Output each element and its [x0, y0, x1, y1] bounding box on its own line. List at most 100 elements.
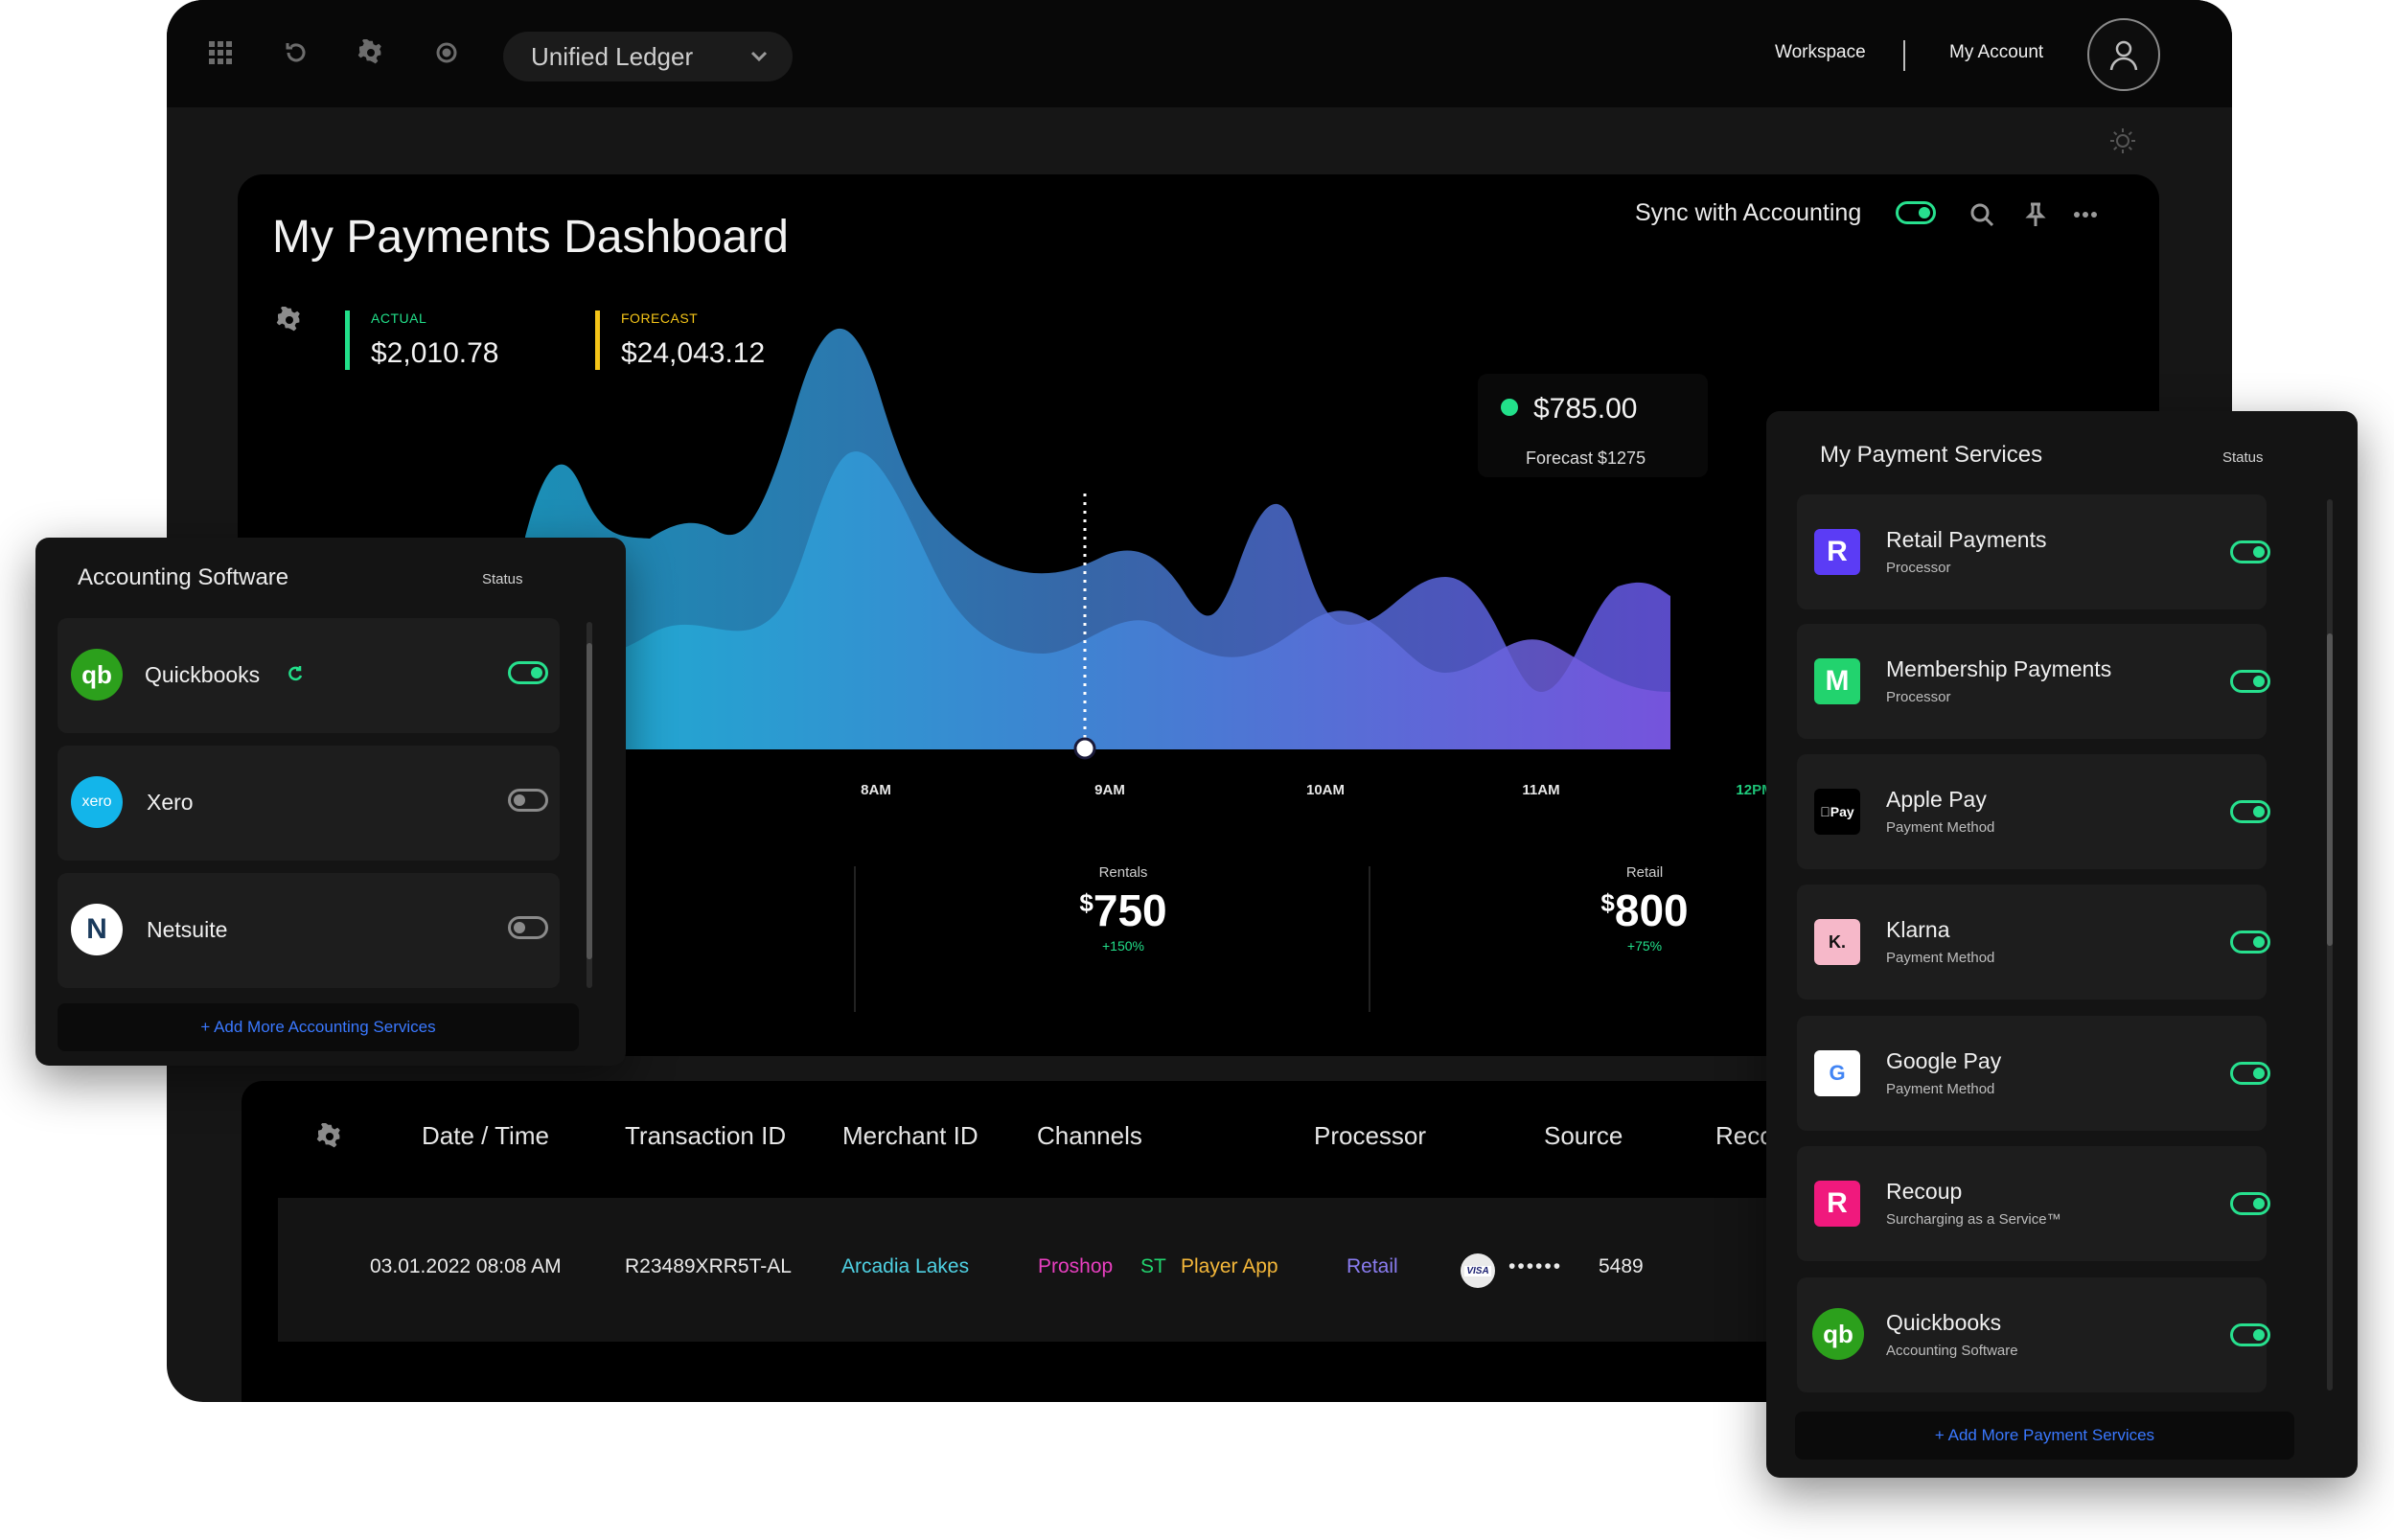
add-payment-services-button[interactable]: + Add More Payment Services [1795, 1412, 2294, 1460]
accounting-status-header: Status [482, 571, 523, 587]
payment-item-google-pay[interactable]: G Google Pay Payment Method [1797, 1016, 2270, 1131]
column-header[interactable]: Merchant ID [842, 1121, 978, 1150]
column-header[interactable]: Date / Time [422, 1121, 549, 1150]
channel-tag: Proshop [1038, 1255, 1114, 1277]
membership-payments-logo-icon: M [1814, 658, 1860, 704]
search-icon[interactable] [1968, 201, 1997, 230]
sync-accounting-label: Sync with Accounting [1635, 199, 1862, 226]
payment-item-quickbooks[interactable]: qb Quickbooks Accounting Software [1797, 1277, 2270, 1392]
stat-value: $800 [1600, 885, 1689, 935]
quickbooks-status-toggle[interactable] [508, 661, 548, 684]
quickbooks-logo-icon: qb [1812, 1308, 1864, 1360]
channel-tag: ST [1140, 1255, 1166, 1277]
pin-icon[interactable] [2022, 201, 2051, 230]
column-header[interactable]: Transaction ID [625, 1121, 787, 1150]
tooltip-forecast: Forecast $1275 [1526, 448, 1646, 468]
column-header[interactable]: Channels [1037, 1121, 1142, 1150]
chart-settings-gear-icon[interactable] [276, 305, 305, 335]
cell-processor: Retail [1347, 1255, 1398, 1277]
accounting-scrollbar-thumb[interactable] [587, 643, 592, 959]
payment-item-membership-payments[interactable]: M Membership Payments Processor [1797, 624, 2270, 739]
apple-pay-toggle[interactable] [2230, 800, 2270, 823]
workspace-selector[interactable]: Unified Ledger [503, 32, 793, 81]
column-header[interactable]: Processor [1314, 1121, 1427, 1150]
membership-payments-toggle[interactable] [2230, 670, 2270, 693]
forecast-metric-value: $24,043.12 [621, 337, 766, 369]
visa-card-icon: VISA [1461, 1253, 1495, 1288]
settings-gear-icon[interactable] [357, 38, 385, 67]
netsuite-status-toggle[interactable] [508, 916, 548, 939]
payment-item-apple-pay[interactable]: Pay Apple Pay Payment Method [1797, 754, 2270, 869]
stat-divider [854, 866, 856, 1012]
payment-item-type: Processor [1886, 689, 1951, 705]
theme-toggle-sun-icon[interactable] [2108, 126, 2137, 155]
payment-item-retail-payments[interactable]: R Retail Payments Processor [1797, 494, 2270, 609]
accounting-item-netsuite[interactable]: N Netsuite [58, 873, 560, 988]
nav-workspace-link[interactable]: Workspace [1775, 42, 1866, 62]
klarna-toggle[interactable] [2230, 931, 2270, 954]
payment-item-name: Recoup [1886, 1179, 1963, 1204]
payment-services-panel: My Payment Services Status R Retail Paym… [1766, 411, 2358, 1478]
retail-payments-toggle[interactable] [2230, 540, 2270, 563]
actual-metric-label: ACTUAL [371, 310, 427, 326]
google-pay-logo-icon: G [1814, 1050, 1860, 1096]
payment-item-type: Processor [1886, 560, 1951, 576]
chevron-down-icon [747, 43, 771, 68]
history-icon[interactable] [282, 38, 311, 67]
payment-item-name: Klarna [1886, 917, 1950, 942]
card-mask: •••••• [1508, 1255, 1563, 1277]
stat-name: Retail [1625, 864, 1664, 881]
cell-datetime: 03.01.2022 08:08 AM [370, 1255, 562, 1277]
time-axis-label: 11AM [1522, 782, 1560, 798]
stat-change: +75% [1626, 938, 1663, 954]
column-header[interactable]: Source [1544, 1121, 1623, 1150]
klarna-logo-icon: K. [1814, 919, 1860, 965]
xero-logo-icon: xero [71, 776, 123, 828]
payment-panel-title: My Payment Services [1820, 442, 2043, 468]
cell-transaction-id: R23489XRR5T-AL [625, 1255, 792, 1277]
cell-merchant-id[interactable]: Arcadia Lakes [841, 1255, 970, 1277]
payment-item-type: Surcharging as a Service™ [1886, 1211, 2061, 1228]
add-accounting-services-button[interactable]: + Add More Accounting Services [58, 1003, 579, 1051]
sync-accounting-toggle[interactable] [1896, 201, 1936, 224]
target-icon[interactable] [432, 38, 461, 67]
time-axis-label: 10AM [1305, 782, 1346, 798]
payment-item-name: Quickbooks [1886, 1310, 2002, 1335]
payment-item-type: Payment Method [1886, 950, 1995, 966]
time-axis-label: 8AM [861, 782, 891, 798]
forecast-metric: FORECAST $24,043.12 [595, 310, 765, 370]
accounting-item-quickbooks[interactable]: qb Quickbooks [58, 618, 560, 733]
accounting-item-xero[interactable]: xero Xero [58, 746, 560, 861]
google-pay-toggle[interactable] [2230, 1062, 2270, 1085]
accounting-software-panel: Accounting Software Status qb Quickbooks… [35, 538, 626, 1066]
accounting-panel-title: Accounting Software [78, 564, 289, 590]
payment-item-type: Accounting Software [1886, 1343, 2018, 1359]
payment-item-type: Payment Method [1886, 819, 1995, 836]
time-axis-label: 9AM [1094, 782, 1125, 798]
recoup-toggle[interactable] [2230, 1192, 2270, 1215]
grid-menu-icon[interactable] [206, 38, 235, 67]
actual-metric-value: $2,010.78 [371, 337, 499, 369]
nav-divider [1903, 40, 1905, 71]
tooltip-dot [1501, 399, 1518, 416]
quickbooks-payment-toggle[interactable] [2230, 1323, 2270, 1346]
payment-scrollbar-thumb[interactable] [2327, 633, 2333, 946]
retail-payments-logo-icon: R [1814, 529, 1860, 575]
netsuite-logo-icon: N [71, 904, 123, 955]
workspace-selector-label: Unified Ledger [531, 41, 694, 71]
dashboard-title: My Payments Dashboard [272, 212, 789, 263]
user-avatar[interactable] [2087, 18, 2160, 91]
recoup-logo-icon: R [1814, 1181, 1860, 1227]
more-options-icon[interactable] [2072, 201, 2101, 230]
table-settings-gear-icon[interactable] [316, 1121, 345, 1152]
stat-name: Rentals [1098, 864, 1148, 881]
payment-item-klarna[interactable]: K. Klarna Payment Method [1797, 885, 2270, 1000]
xero-status-toggle[interactable] [508, 789, 548, 812]
nav-my-account-link[interactable]: My Account [1949, 42, 2044, 62]
stat-change: +150% [1102, 938, 1144, 954]
time-axis-label-highlighted: 12PM [1736, 782, 1774, 798]
column-header[interactable]: Reco [1715, 1121, 1774, 1150]
forecast-metric-label: FORECAST [621, 310, 699, 326]
channel-tag: Player App [1181, 1255, 1278, 1277]
payment-item-recoup[interactable]: R Recoup Surcharging as a Service™ [1797, 1146, 2270, 1261]
